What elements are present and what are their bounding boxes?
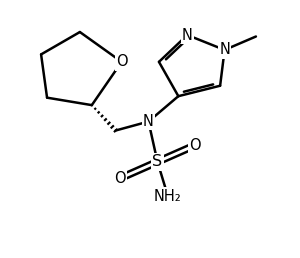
Text: S: S [152,154,163,169]
Text: N: N [143,114,154,129]
Text: O: O [116,54,127,69]
Text: N: N [219,42,230,58]
Text: O: O [114,171,126,186]
Text: O: O [189,138,201,153]
Text: N: N [182,28,193,43]
Text: NH₂: NH₂ [154,189,182,204]
